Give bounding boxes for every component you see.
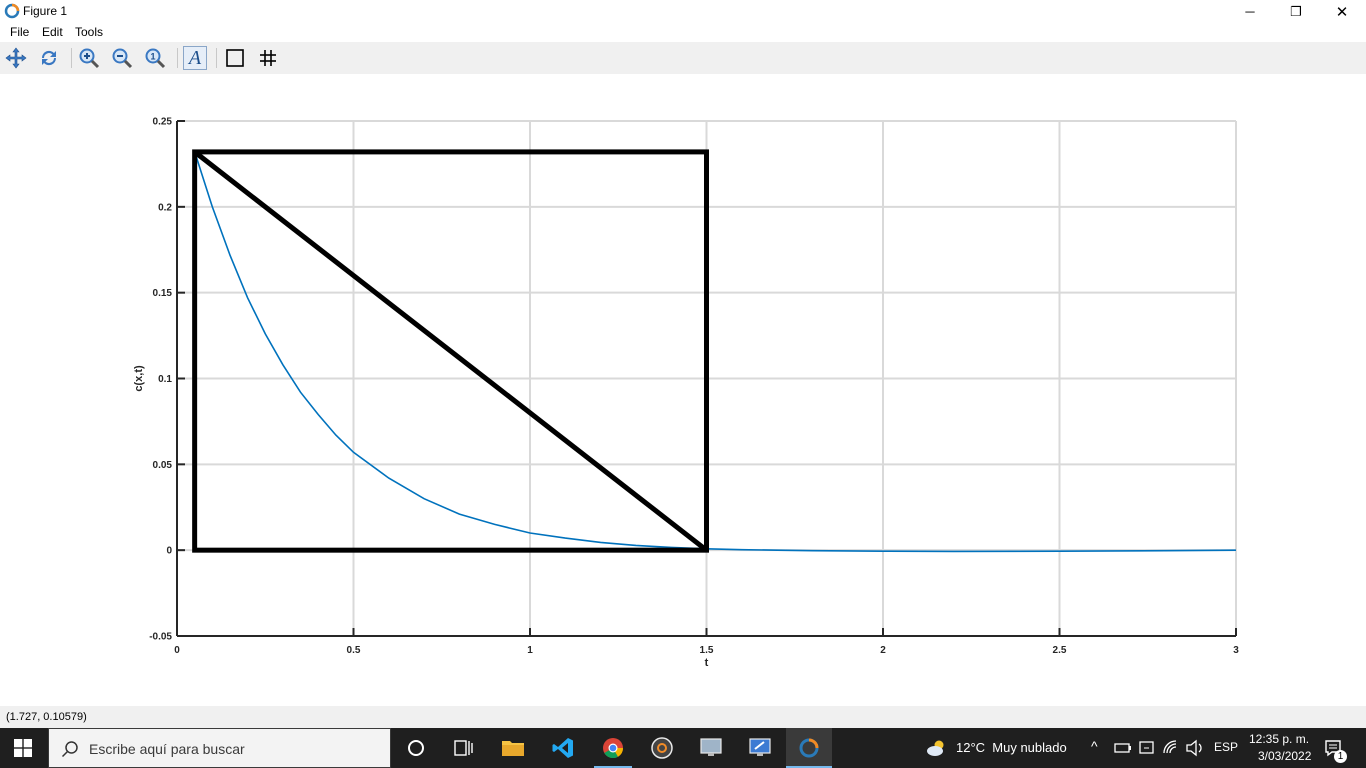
chrome-active-indicator [594,766,632,768]
wifi-icon[interactable] [1162,739,1180,757]
chrome-button[interactable] [590,728,636,768]
window-title: Figure 1 [23,4,68,18]
menu-file[interactable]: File [10,25,30,39]
y-tick-label: 0 [166,546,172,557]
close-button[interactable]: ✕ [1319,0,1365,23]
y-tick-label: 0.2 [158,202,172,213]
octave-logo-icon [4,3,20,19]
weather-text[interactable]: 12°C Muy nublado [956,740,1067,755]
media-app-button[interactable] [639,728,685,768]
figure-toolbar: 1 A [0,42,1366,74]
search-placeholder: Escribe aquí para buscar [89,741,245,757]
data-series-line [193,151,1237,553]
plot-axes[interactable]: 0 0.5 1 1.5 2 2.5 3-0.0500.050.10.150.20.25tc(… [0,74,1366,706]
status-bar: (1.727, 0.10579) [0,706,1366,728]
overlay-diagonal-line [193,149,709,553]
text-annotation-icon[interactable]: A [183,46,207,70]
cortana-button[interactable] [393,728,439,768]
network-icon[interactable] [1138,739,1156,757]
x-tick-label: 0 [174,645,180,656]
minimize-button[interactable]: ─ [1227,0,1273,23]
restore-icon: ❐ [1290,3,1302,19]
folder-icon [502,741,524,756]
windows-taskbar: Escribe aquí para buscar [0,728,1366,768]
y-tick-label: -0.05 [149,632,172,643]
chrome-icon [603,738,624,759]
monitor-edit-icon [749,738,771,756]
menu-bar: File Edit Tools [0,23,1366,42]
rotate-icon[interactable] [37,46,61,70]
zoom-out-icon[interactable] [110,46,134,70]
x-tick-label: 3 [1233,645,1239,656]
toolbar-separator [216,48,217,68]
menu-edit[interactable]: Edit [42,25,63,39]
x-tick-label: 0.5 [347,645,361,656]
disc-icon [651,737,673,759]
notification-icon[interactable] [1324,739,1344,757]
language-indicator[interactable]: ESP [1214,740,1239,754]
octave-active-indicator [786,766,832,768]
pan-icon[interactable] [4,46,28,70]
axes-box-icon[interactable] [223,46,247,70]
octave-icon [799,738,819,758]
notification-count-badge: 1 [1334,750,1347,763]
x-tick-label: 1.5 [700,645,714,656]
toolbar-separator [71,48,72,68]
y-axis-label: c(x,t) [133,365,145,392]
minimize-icon: ─ [1245,4,1255,19]
svg-text:1: 1 [150,52,155,62]
windows-logo-icon [14,739,32,757]
figure-canvas[interactable]: 0 0.5 1 1.5 2 2.5 3 -0.05 0 0.05 0.1 0.15 0.2 0.25 t c(… [0,74,1366,706]
chevron-up-icon[interactable]: ^ [1091,738,1098,754]
taskbar-search-box[interactable]: Escribe aquí para buscar [48,728,391,768]
task-view-button[interactable] [441,728,487,768]
search-icon [61,741,78,758]
title-bar: Figure 1 ─ ❐ ✕ [0,0,1366,23]
zoom-reset-icon[interactable]: 1 [143,46,167,70]
clock-date[interactable]: 3/03/2022 [1258,749,1312,763]
task-view-icon [454,740,473,756]
file-explorer-button[interactable] [490,728,536,768]
y-tick-label: 0.1 [158,374,172,385]
clock-time[interactable]: 12:35 p. m. [1249,732,1310,746]
volume-icon[interactable] [1185,739,1205,757]
cortana-circle-icon [408,740,424,756]
restore-button[interactable]: ❐ [1273,0,1319,23]
y-tick-label: 0.15 [153,288,173,299]
cursor-coordinates: (1.727, 0.10579) [6,711,87,723]
octave-taskbar-button[interactable] [786,728,832,768]
x-tick-label: 1 [527,645,533,656]
grid-icon[interactable] [256,46,280,70]
editor-app-button[interactable] [737,728,783,768]
vscode-icon [552,738,573,758]
cloud-weather-icon [927,740,944,756]
vscode-button[interactable] [540,728,586,768]
start-button[interactable] [0,728,46,768]
x-tick-label: 2 [880,645,886,656]
x-axis-label: t [705,657,709,669]
remote-app-button[interactable] [688,728,734,768]
y-tick-label: 0.05 [153,460,173,471]
x-tick-label: 2.5 [1053,645,1067,656]
zoom-in-icon[interactable] [77,46,101,70]
toolbar-separator [177,48,178,68]
monitor-icon [700,738,722,756]
battery-icon[interactable] [1114,741,1132,755]
menu-tools[interactable]: Tools [75,25,104,39]
close-icon: ✕ [1335,3,1349,21]
y-tick-label: 0.25 [153,117,173,128]
overlay-rectangle [192,149,709,553]
